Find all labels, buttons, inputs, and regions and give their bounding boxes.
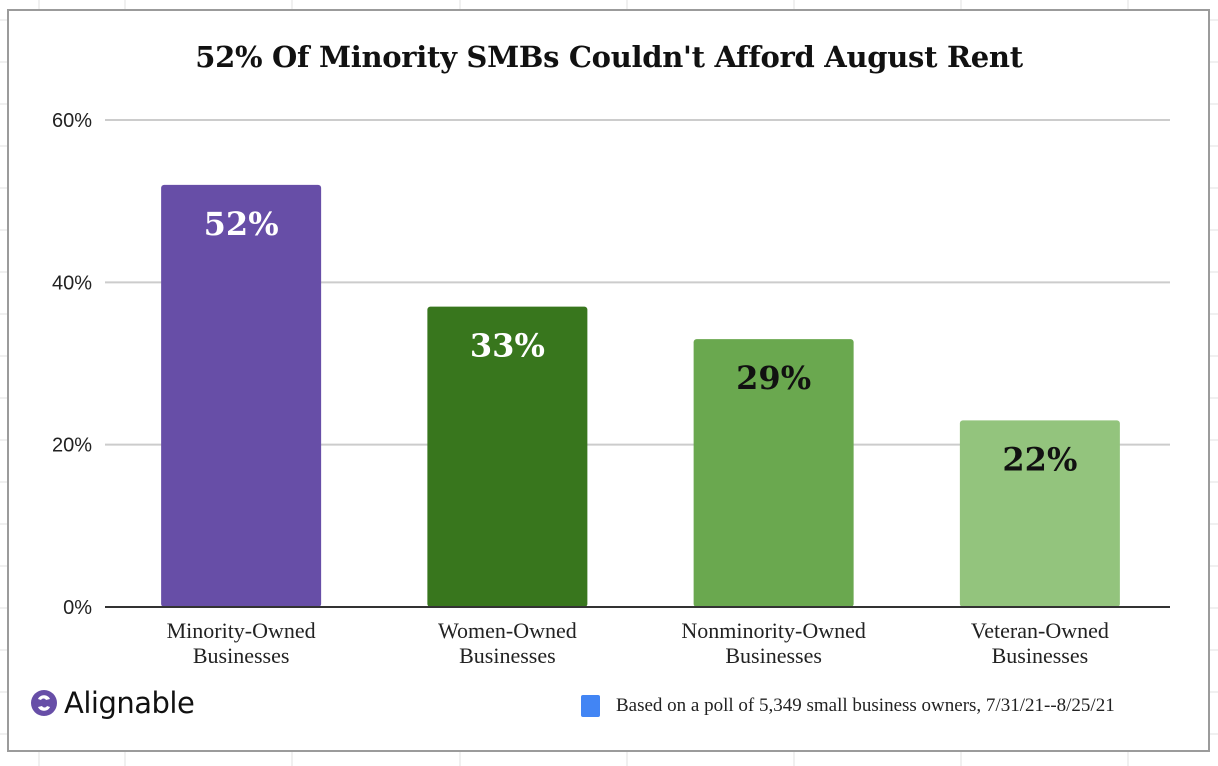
data-label: 29% — [736, 359, 811, 397]
data-labels: 52% 33% 29% 22% — [204, 205, 1078, 478]
y-tick-label: 20% — [52, 435, 92, 457]
chart-title: 52% Of Minority SMBs Couldn't Afford Aug… — [195, 40, 1023, 74]
data-label: 52% — [204, 205, 279, 243]
alignable-logo-text: Alignable — [64, 686, 195, 720]
x-tick-label: Nonminority-Owned — [681, 618, 866, 643]
bar[interactable] — [161, 184, 322, 607]
x-tick-label: Veteran-Owned — [971, 618, 1109, 643]
x-tick-label: Women-Owned — [438, 618, 577, 643]
y-axis-ticks: 0% 20% 40% 60% — [52, 110, 92, 619]
alignable-logo-icon — [31, 690, 57, 716]
legend: Based on a poll of 5,349 small business … — [581, 695, 1115, 717]
bar[interactable] — [693, 339, 854, 607]
x-tick-label: Minority-Owned — [167, 618, 316, 643]
data-label: 33% — [470, 327, 545, 365]
legend-text: Based on a poll of 5,349 small business … — [616, 695, 1115, 716]
bar[interactable] — [427, 306, 588, 607]
y-tick-label: 0% — [63, 597, 92, 619]
x-tick-label: Businesses — [459, 643, 556, 668]
data-label: 22% — [1002, 440, 1077, 478]
bar[interactable] — [959, 420, 1120, 607]
bars — [161, 184, 1120, 607]
x-tick-label: Businesses — [725, 643, 822, 668]
y-tick-label: 40% — [52, 272, 92, 294]
x-axis-labels: Minority-OwnedBusinessesWomen-OwnedBusin… — [167, 618, 1109, 668]
alignable-logo: Alignable — [30, 686, 195, 720]
legend-swatch — [581, 695, 600, 717]
x-tick-label: Businesses — [193, 643, 290, 668]
y-tick-label: 60% — [52, 110, 92, 132]
x-tick-label: Businesses — [992, 643, 1089, 668]
